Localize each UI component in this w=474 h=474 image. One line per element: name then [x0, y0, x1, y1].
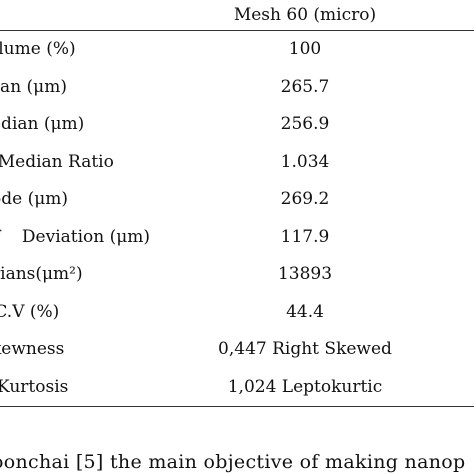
table-row: /Median Ratio 1.034 [0, 144, 474, 182]
row-label: Kurtosis [0, 376, 69, 397]
row-value: 1,024 Leptokurtic [227, 376, 383, 397]
row-value: 269.2 [280, 189, 330, 209]
column-header-mesh-60: Mesh 60 (micro) [233, 5, 377, 25]
row-label: kewness [0, 339, 65, 359]
table-row: .C.V (%) 44.4 [0, 294, 474, 332]
table-row: f Deviation (μm) 117.9 [0, 219, 474, 257]
table-row: kewness 0,447 Right Skewed [0, 331, 474, 369]
row-value: 0,447 Right Skewed [218, 339, 392, 359]
table-row: ean (μm) 265.7 [0, 69, 474, 107]
table-row: olume (%) 100 [0, 31, 474, 69]
table-row: ode (μm) 269.2 [0, 181, 474, 219]
row-value: 100 [288, 39, 322, 59]
row-label: .C.V (%) [0, 301, 60, 322]
row-value: 265.7 [280, 76, 330, 97]
row-label: f Deviation (μm) [0, 226, 151, 247]
row-label: ode (μm) [0, 189, 69, 209]
table-body: olume (%) 100 ean (μm) 265.7 edian (μm) … [0, 31, 474, 406]
table-bottom-rule [0, 406, 474, 407]
table-header-rule [0, 30, 474, 31]
row-label: /Median Ratio [0, 151, 114, 172]
table-row: edian (μm) 256.9 [0, 106, 474, 144]
row-value: 256.9 [280, 114, 330, 134]
row-label: rians(μm²) [0, 264, 83, 284]
table-row: Kurtosis 1,024 Leptokurtic [0, 369, 474, 407]
row-value: 1.034 [280, 151, 330, 172]
row-value: 44.4 [286, 301, 324, 322]
table-row: rians(μm²) 13893 [0, 256, 474, 294]
row-value: 117.9 [280, 226, 330, 247]
row-label: edian (μm) [0, 114, 85, 134]
row-label: olume (%) [0, 39, 76, 59]
body-paragraph: oonchai [5] the main objective of making… [0, 451, 466, 473]
row-value: 13893 [277, 264, 333, 284]
row-label: ean (μm) [0, 76, 67, 97]
